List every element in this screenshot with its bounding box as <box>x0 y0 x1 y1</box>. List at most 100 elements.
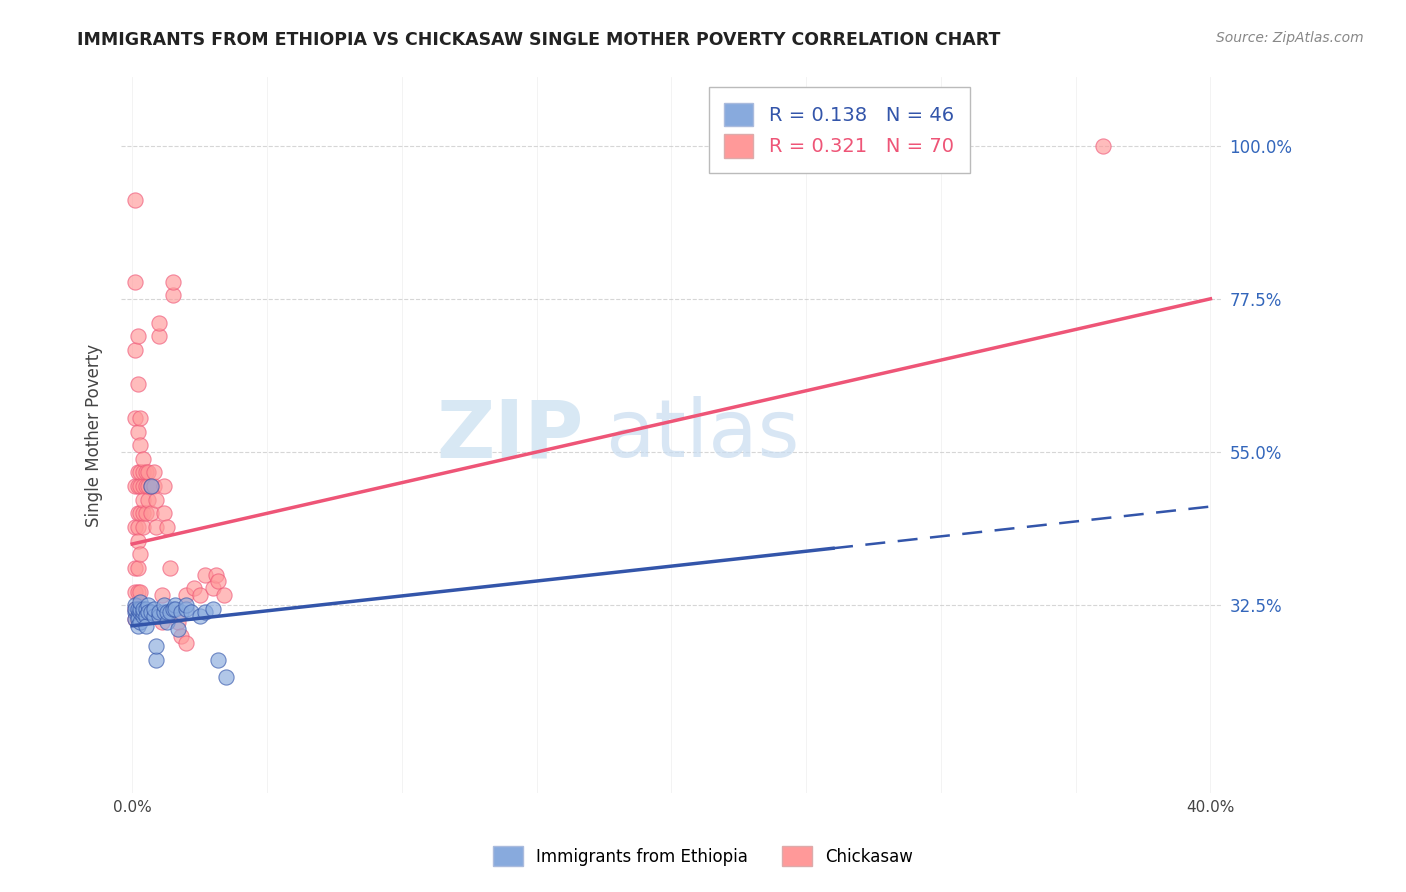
Point <box>124 479 146 493</box>
Point <box>212 588 235 602</box>
Point <box>132 601 155 615</box>
Point <box>194 567 217 582</box>
Point <box>148 605 170 619</box>
Point <box>127 376 149 391</box>
Point <box>124 411 146 425</box>
Point <box>159 561 181 575</box>
Point <box>169 629 191 643</box>
Point <box>153 479 176 493</box>
Point <box>156 520 179 534</box>
Point <box>139 479 162 493</box>
Text: ZIP: ZIP <box>436 396 583 474</box>
Point <box>129 547 152 561</box>
Point <box>148 316 170 330</box>
Y-axis label: Single Mother Poverty: Single Mother Poverty <box>86 343 103 526</box>
Point <box>162 601 184 615</box>
Point <box>156 615 179 630</box>
Point <box>132 492 155 507</box>
Point <box>162 275 184 289</box>
Point <box>124 193 146 207</box>
Point <box>167 615 190 630</box>
Point <box>150 615 173 630</box>
Point <box>127 520 149 534</box>
Text: atlas: atlas <box>606 396 800 474</box>
Point <box>124 275 146 289</box>
Point <box>127 466 149 480</box>
Point <box>148 608 170 623</box>
Point <box>127 507 149 521</box>
Point <box>167 622 190 636</box>
Point <box>124 343 146 357</box>
Point <box>135 619 157 633</box>
Point <box>188 588 211 602</box>
Point <box>215 670 238 684</box>
Point <box>132 507 155 521</box>
Point <box>127 608 149 623</box>
Point <box>139 507 162 521</box>
Point <box>150 588 173 602</box>
Point <box>180 605 202 619</box>
Point <box>188 608 211 623</box>
Point <box>132 605 155 619</box>
Point <box>124 520 146 534</box>
Point <box>129 479 152 493</box>
Point <box>124 561 146 575</box>
Point <box>124 601 146 615</box>
Point <box>135 507 157 521</box>
Point <box>165 599 187 613</box>
Point <box>127 612 149 626</box>
Text: Source: ZipAtlas.com: Source: ZipAtlas.com <box>1216 31 1364 45</box>
Point <box>174 599 197 613</box>
Point <box>165 601 187 615</box>
Point <box>135 601 157 615</box>
Legend: R = 0.138   N = 46, R = 0.321   N = 70: R = 0.138 N = 46, R = 0.321 N = 70 <box>709 87 970 174</box>
Point <box>129 507 152 521</box>
Point <box>145 492 167 507</box>
Point <box>169 605 191 619</box>
Point <box>145 520 167 534</box>
Point <box>153 605 176 619</box>
Point <box>207 653 229 667</box>
Point <box>124 612 146 626</box>
Point <box>174 601 197 615</box>
Point <box>202 582 225 596</box>
Point <box>142 479 165 493</box>
Point <box>142 466 165 480</box>
Point <box>124 605 146 619</box>
Point <box>136 605 159 619</box>
Point <box>153 599 176 613</box>
Point <box>135 608 157 623</box>
Point <box>136 479 159 493</box>
Point <box>132 479 155 493</box>
Point <box>156 605 179 619</box>
Point <box>159 605 181 619</box>
Point <box>148 329 170 343</box>
Point <box>124 584 146 599</box>
Point <box>132 466 155 480</box>
Point <box>174 636 197 650</box>
Point <box>135 466 157 480</box>
Point <box>139 605 162 619</box>
Point <box>194 605 217 619</box>
Point <box>129 466 152 480</box>
Point <box>127 425 149 439</box>
Point <box>162 288 184 302</box>
Point <box>132 520 155 534</box>
Point <box>127 479 149 493</box>
Point <box>183 582 205 596</box>
Legend: Immigrants from Ethiopia, Chickasaw: Immigrants from Ethiopia, Chickasaw <box>485 838 921 875</box>
Point <box>132 451 155 466</box>
Point <box>127 601 149 615</box>
Point <box>129 605 152 619</box>
Point <box>174 588 197 602</box>
Point <box>132 608 155 623</box>
Point <box>127 561 149 575</box>
Point <box>136 492 159 507</box>
Point <box>202 601 225 615</box>
Point <box>204 567 226 582</box>
Point <box>127 601 149 615</box>
Point <box>136 599 159 613</box>
Text: IMMIGRANTS FROM ETHIOPIA VS CHICKASAW SINGLE MOTHER POVERTY CORRELATION CHART: IMMIGRANTS FROM ETHIOPIA VS CHICKASAW SI… <box>77 31 1001 49</box>
Point <box>153 507 176 521</box>
Point <box>127 533 149 548</box>
